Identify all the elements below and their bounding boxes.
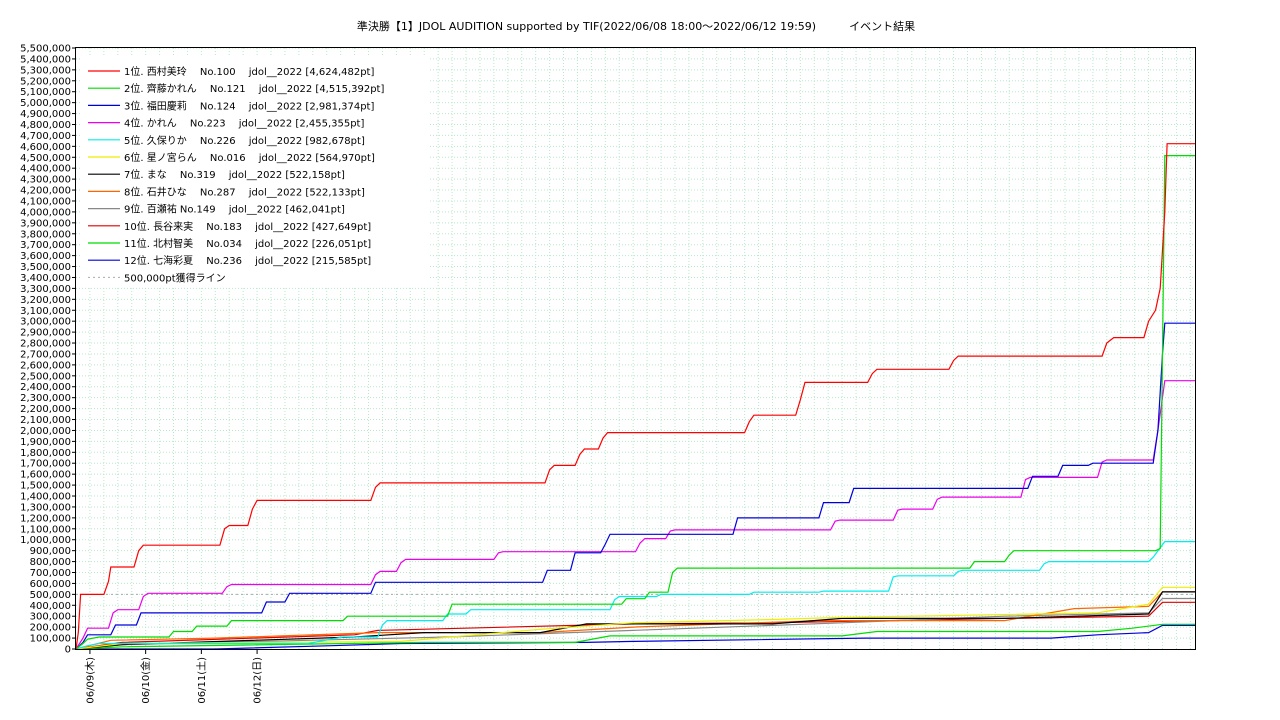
y-tick-label: 800,000 [30, 557, 71, 568]
y-tick-label: 3,000,000 [20, 317, 71, 328]
y-tick-label: 1,300,000 [20, 502, 71, 513]
x-axis: 06/09(木) 06/10(金) 06/11(土) 06/12(日) [84, 649, 264, 704]
y-tick-label: 4,800,000 [20, 120, 71, 131]
y-tick-label: 1,000,000 [20, 535, 71, 546]
legend-entry: 7位. まな No.319 jdol__2022 [522,158pt] [124, 168, 345, 181]
y-tick-label: 300,000 [30, 612, 71, 623]
y-tick-label: 400,000 [30, 601, 71, 612]
legend-entry: 2位. 齊藤かれん No.121 jdol__2022 [4,515,392pt… [124, 82, 384, 95]
y-tick-label: 0 [65, 645, 71, 656]
series-line-7 [75, 591, 1195, 650]
legend-entry: 1位. 西村美玲 No.100 jdol__2022 [4,624,482pt] [124, 65, 374, 78]
legend-entry: 3位. 福田慶莉 No.124 jdol__2022 [2,981,374pt] [124, 99, 374, 112]
legend-entry: 11位. 北村智美 No.034 jdol__2022 [226,051pt] [124, 237, 371, 250]
series-line-6 [75, 586, 1195, 650]
y-tick-label: 5,400,000 [20, 54, 71, 65]
y-tick-label: 1,800,000 [20, 448, 71, 459]
y-tick-label: 3,100,000 [20, 306, 71, 317]
y-tick-label: 3,600,000 [20, 251, 71, 262]
x-tick-label: 06/11(土) [195, 657, 208, 704]
y-tick-label: 2,100,000 [20, 415, 71, 426]
legend-entry: 6位. 星ノ宮らん No.016 jdol__2022 [564,970pt] [124, 151, 375, 164]
y-tick-label: 2,600,000 [20, 360, 71, 371]
y-tick-label: 3,500,000 [20, 262, 71, 273]
chart-title: 準決勝【1】JDOL AUDITION supported by TIF(202… [357, 19, 915, 33]
y-tick-label: 4,200,000 [20, 186, 71, 197]
y-tick-label: 700,000 [30, 568, 71, 579]
y-tick-label: 3,200,000 [20, 295, 71, 306]
legend-background [82, 56, 430, 286]
y-tick-label: 4,300,000 [20, 175, 71, 186]
legend-entry-reference: 500,000pt獲得ライン [124, 271, 226, 284]
y-tick-label: 5,000,000 [20, 98, 71, 109]
y-tick-label: 2,700,000 [20, 349, 71, 360]
y-tick-label: 4,600,000 [20, 142, 71, 153]
x-tick-label: 06/09(木) [84, 657, 96, 704]
y-tick-label: 200,000 [30, 623, 71, 634]
y-tick-label: 3,900,000 [20, 218, 71, 229]
y-tick-label: 600,000 [30, 579, 71, 590]
y-tick-label: 4,700,000 [20, 131, 71, 142]
y-tick-label: 5,200,000 [20, 76, 71, 87]
y-tick-label: 4,000,000 [20, 207, 71, 218]
y-tick-label: 2,200,000 [20, 404, 71, 415]
y-tick-label: 2,400,000 [20, 382, 71, 393]
y-tick-label: 1,600,000 [20, 470, 71, 481]
y-tick-label: 4,900,000 [20, 109, 71, 120]
y-tick-label: 3,300,000 [20, 284, 71, 295]
y-tick-label: 4,400,000 [20, 164, 71, 175]
y-tick-label: 4,500,000 [20, 153, 71, 164]
series-line-11 [75, 623, 1195, 650]
y-tick-label: 5,300,000 [20, 65, 71, 76]
series-line-4 [75, 380, 1195, 650]
series-line-3 [75, 322, 1195, 650]
y-tick-label: 4,100,000 [20, 196, 71, 207]
x-tick-label: 06/12(日) [253, 657, 264, 704]
series-group [75, 143, 1195, 650]
y-tick-label: 1,500,000 [20, 481, 71, 492]
y-tick-label: 1,100,000 [20, 524, 71, 535]
plot-frame [75, 47, 1196, 650]
legend-entry: 10位. 長谷来実 No.183 jdol__2022 [427,649pt] [124, 220, 371, 233]
y-tick-label: 2,800,000 [20, 339, 71, 350]
y-tick-label: 3,800,000 [20, 229, 71, 240]
legend-entry: 8位. 石井ひな No.287 jdol__2022 [522,133pt] [124, 185, 365, 198]
y-tick-label: 1,900,000 [20, 437, 71, 448]
legend-entry: 5位. 久保りか No.226 jdol__2022 [982,678pt] [124, 134, 365, 147]
legend-entry: 12位. 七海彩夏 No.236 jdol__2022 [215,585pt] [124, 254, 371, 267]
y-tick-label: 1,400,000 [20, 492, 71, 503]
y-tick-label: 2,300,000 [20, 393, 71, 404]
legend: 1位. 西村美玲 No.100 jdol__2022 [4,624,482pt]… [82, 56, 430, 286]
y-tick-label: 500,000 [30, 590, 71, 601]
y-tick-label: 2,900,000 [20, 328, 71, 339]
x-tick-label: 06/10(金) [139, 657, 152, 704]
y-tick-label: 2,500,000 [20, 371, 71, 382]
y-axis: 0100,000200,000300,000400,000500,000600,… [20, 44, 76, 656]
y-tick-label: 900,000 [30, 546, 71, 557]
y-tick-label: 100,000 [30, 634, 71, 645]
y-tick-label: 2,000,000 [20, 426, 71, 437]
y-tick-label: 1,700,000 [20, 459, 71, 470]
legend-entry: 4位. かれん No.223 jdol__2022 [2,455,355pt] [124, 117, 364, 130]
y-tick-label: 1,200,000 [20, 513, 71, 524]
y-tick-label: 3,400,000 [20, 273, 71, 284]
legend-entry: 9位. 百瀬祐 No.149 jdol__2022 [462,041pt] [124, 203, 345, 216]
y-tick-label: 3,700,000 [20, 240, 71, 251]
series-line-2 [75, 155, 1195, 650]
series-line-1 [75, 143, 1195, 650]
y-tick-label: 5,500,000 [20, 44, 71, 55]
series-line-12 [76, 624, 1195, 650]
series-line-5 [75, 541, 1195, 650]
y-tick-label: 5,100,000 [20, 87, 71, 98]
